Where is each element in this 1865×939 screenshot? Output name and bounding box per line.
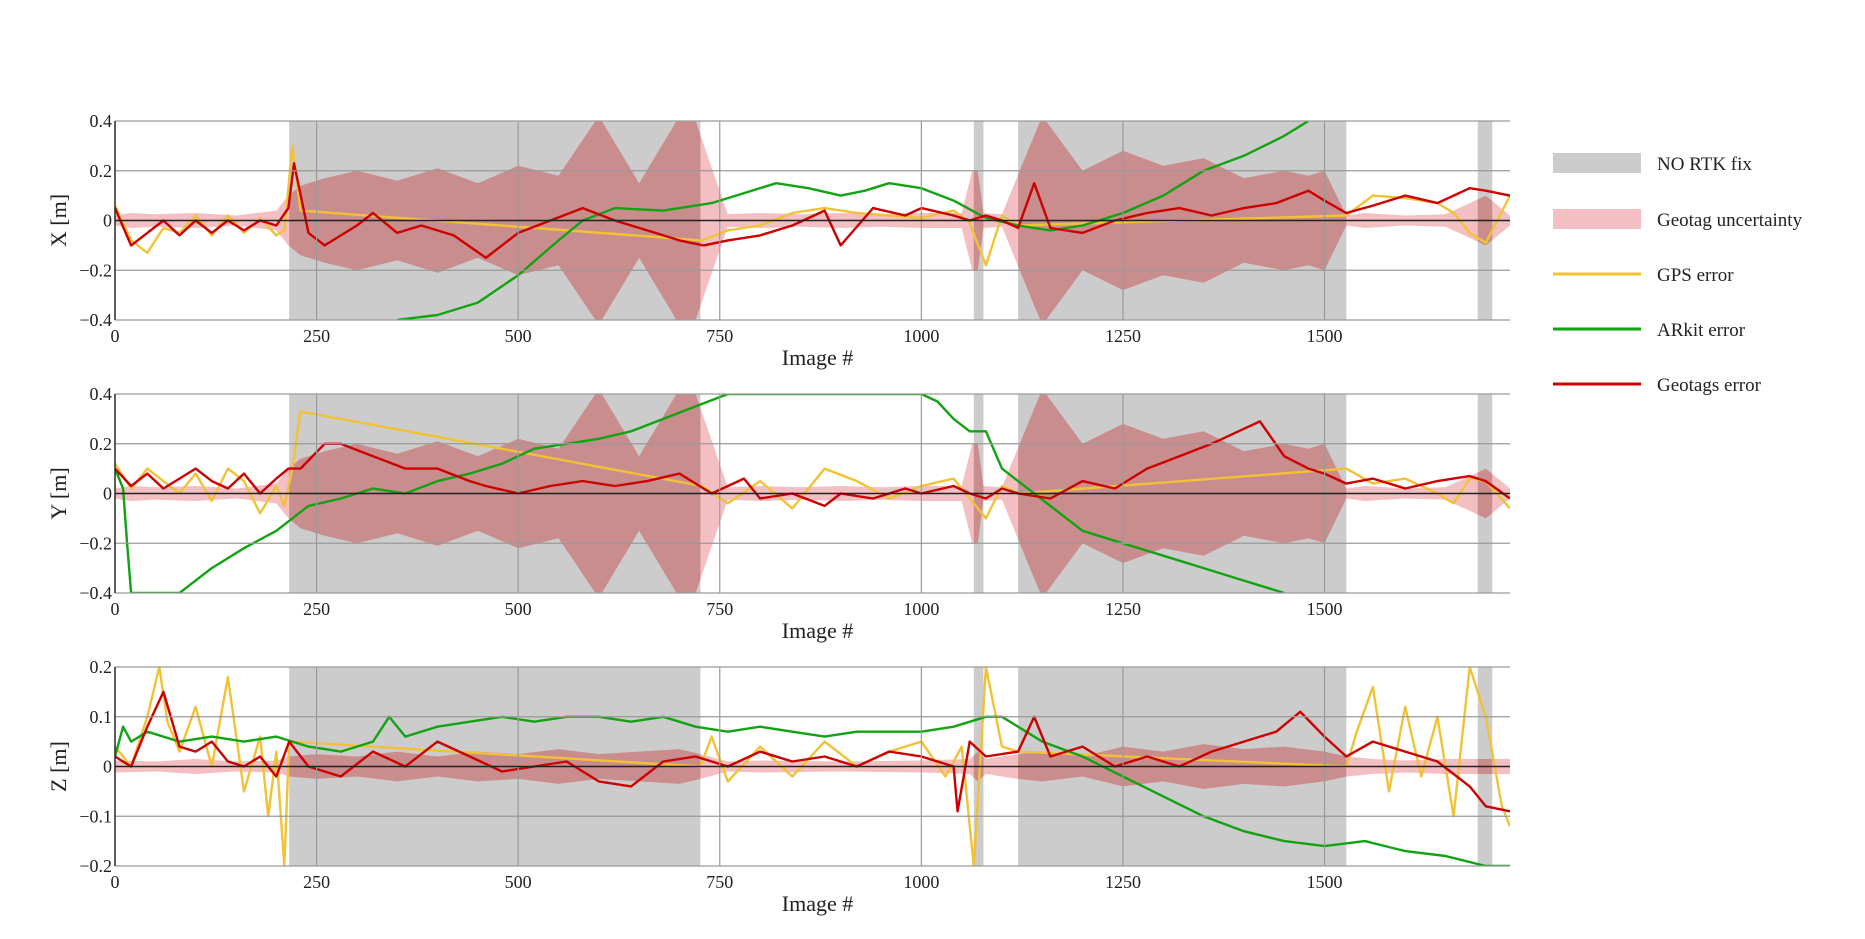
legend-label-no-rtk: NO RTK fix bbox=[1657, 154, 1752, 175]
y-tick-label: 0.2 bbox=[90, 434, 113, 454]
x-axis-label-x: Image # bbox=[782, 345, 853, 370]
y-tick-label: 0 bbox=[103, 757, 112, 777]
x-tick-label: 500 bbox=[505, 326, 532, 346]
x-tick-label: 1250 bbox=[1105, 326, 1141, 346]
x-tick-label: 750 bbox=[706, 599, 733, 619]
x-tick-label: 250 bbox=[303, 326, 330, 346]
y-axis-label-z: Z [m] bbox=[46, 741, 71, 792]
y-tick-label: −0.4 bbox=[79, 310, 112, 330]
x-axis-label-y: Image # bbox=[782, 618, 853, 643]
y-tick-label: −0.1 bbox=[79, 806, 112, 826]
x-tick-label: 750 bbox=[706, 872, 733, 892]
y-axis-label-x: X [m] bbox=[46, 194, 71, 247]
y-tick-label: −0.2 bbox=[79, 856, 112, 876]
x-tick-label: 1250 bbox=[1105, 599, 1141, 619]
x-tick-label: 1000 bbox=[903, 326, 939, 346]
x-tick-label: 0 bbox=[111, 326, 120, 346]
y-tick-label: 0.2 bbox=[90, 161, 113, 181]
x-axis-label-z: Image # bbox=[782, 891, 853, 916]
y-tick-label: 0 bbox=[103, 484, 112, 504]
subplot-x-error: 0 250 500 750 1000 1250 1500 −0.4 −0.2 0 0.2 0.4 Ima… bbox=[46, 111, 1510, 370]
legend: NO RTK fix Geotag uncertainty GPS error … bbox=[1553, 153, 1803, 396]
x-tick-label: 250 bbox=[303, 872, 330, 892]
y-tick-label: 0 bbox=[103, 211, 112, 231]
legend-label-geotag-uncertainty: Geotag uncertainty bbox=[1657, 210, 1803, 231]
y-axis-label-y: Y [m] bbox=[46, 467, 71, 519]
x-tick-label: 0 bbox=[111, 599, 120, 619]
legend-label-geotags: Geotags error bbox=[1657, 375, 1762, 396]
x-tick-label: 1500 bbox=[1307, 872, 1343, 892]
x-tick-label: 500 bbox=[505, 872, 532, 892]
x-tick-label: 1500 bbox=[1307, 599, 1343, 619]
x-tick-label: 0 bbox=[111, 872, 120, 892]
x-tick-label: 1500 bbox=[1307, 326, 1343, 346]
y-tick-label: −0.2 bbox=[79, 260, 112, 280]
legend-label-arkit: ARkit error bbox=[1657, 320, 1746, 341]
subplot-z-error: 0 250 500 750 1000 1250 1500 −0.2 −0.1 0 0.1 0.2 Ima… bbox=[46, 657, 1510, 916]
legend-swatch-geotag-uncertainty bbox=[1553, 209, 1641, 229]
y-tick-label: 0.4 bbox=[90, 384, 113, 404]
y-tick-label: −0.2 bbox=[79, 533, 112, 553]
x-tick-label: 1000 bbox=[903, 872, 939, 892]
x-tick-label: 250 bbox=[303, 599, 330, 619]
subplot-y-error: 0 250 500 750 1000 1250 1500 −0.4 −0.2 0 0.2 0.4 Ima… bbox=[46, 384, 1510, 643]
series-geotags-error-y bbox=[115, 420, 1510, 508]
x-tick-label: 500 bbox=[505, 599, 532, 619]
y-tick-label: 0.1 bbox=[90, 707, 113, 727]
series-arkit-error-z bbox=[115, 715, 1510, 866]
legend-swatch-no-rtk bbox=[1553, 153, 1641, 173]
y-tick-label: 0.4 bbox=[90, 111, 113, 131]
y-tick-label: −0.4 bbox=[79, 583, 112, 603]
series-geotags-error-x bbox=[115, 162, 1510, 259]
series-arkit-error-y bbox=[115, 394, 1285, 593]
legend-label-gps: GPS error bbox=[1657, 265, 1734, 286]
series-arkit-error-x bbox=[397, 121, 1310, 320]
y-tick-label: 0.2 bbox=[90, 657, 113, 677]
x-tick-label: 750 bbox=[706, 326, 733, 346]
series-geotags-error-z bbox=[115, 690, 1510, 813]
x-tick-label: 1000 bbox=[903, 599, 939, 619]
x-tick-label: 1250 bbox=[1105, 872, 1141, 892]
